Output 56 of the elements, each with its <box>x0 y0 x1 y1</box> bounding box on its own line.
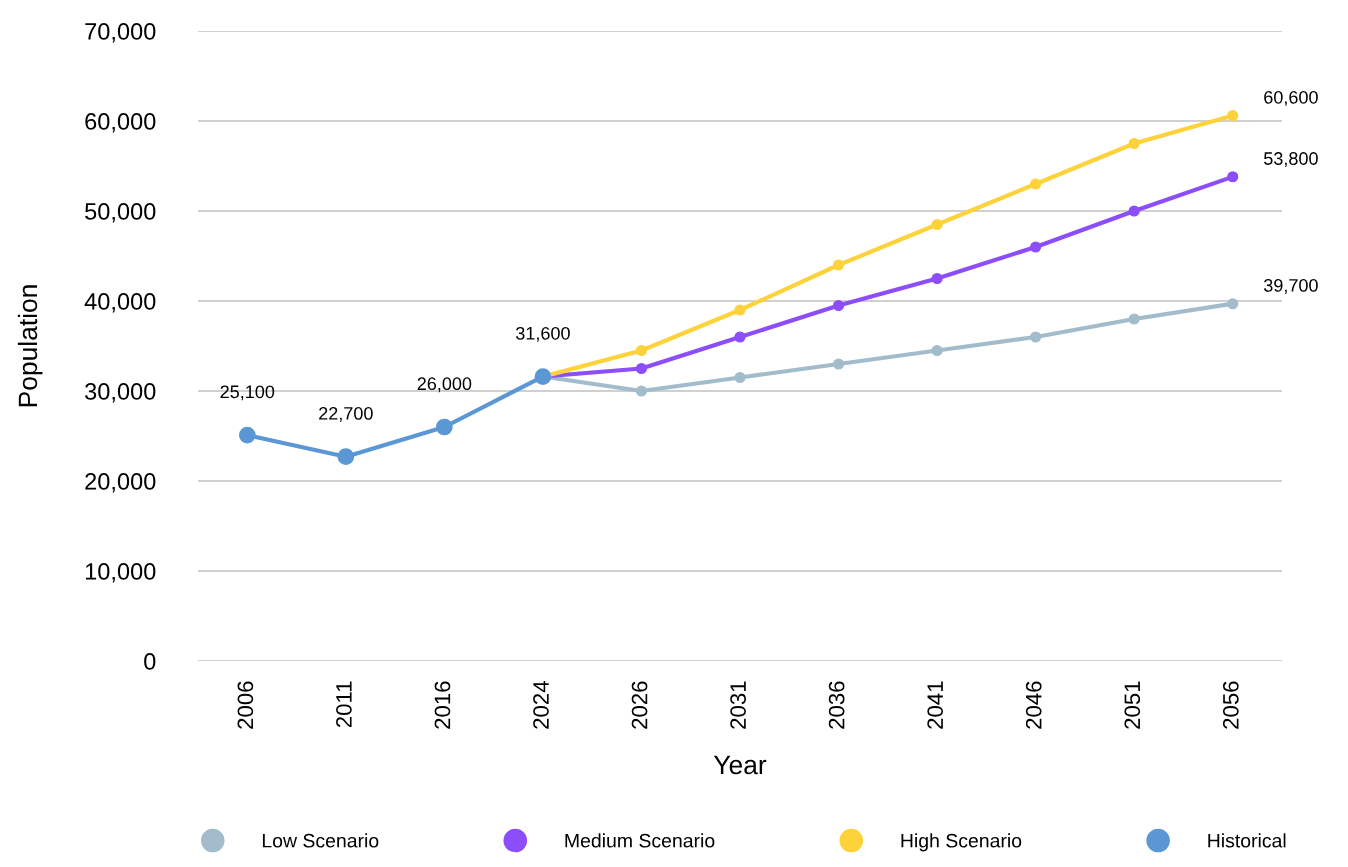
x-tick-label: 2016 <box>434 681 451 729</box>
legend-label: Medium Scenario <box>565 833 715 848</box>
data-label: 53,800 <box>1264 152 1318 168</box>
point <box>1227 298 1239 310</box>
point <box>1030 331 1042 343</box>
data-label: 31,600 <box>515 326 570 342</box>
x-tick-label: 2006 <box>237 681 254 729</box>
x-tick-label: 2036 <box>828 681 845 729</box>
legend-label: Historical <box>1208 833 1286 848</box>
point <box>734 304 746 316</box>
point <box>337 448 355 466</box>
point <box>832 259 845 271</box>
y-tick-label: 20,000 <box>85 473 156 493</box>
point <box>1128 137 1140 150</box>
legend-label: High Scenario <box>901 833 1022 852</box>
y-tick-label: 30,000 <box>85 383 156 403</box>
x-tick-label: 2024 <box>533 681 549 729</box>
point <box>635 362 648 375</box>
point <box>1030 241 1042 253</box>
point <box>1128 313 1140 325</box>
data-label: 60,600 <box>1264 90 1318 106</box>
x-tick-label: 2041 <box>927 681 944 729</box>
point <box>1030 178 1042 190</box>
point <box>238 426 256 444</box>
x-tick-label: 2011 <box>336 681 352 728</box>
point <box>635 344 648 357</box>
y-tick-label: 70,000 <box>85 23 156 43</box>
x-tick-label: 2031 <box>730 681 746 729</box>
point <box>832 299 845 312</box>
point <box>1227 110 1239 122</box>
data-label: 26,000 <box>417 377 472 393</box>
point <box>1227 171 1239 183</box>
point <box>734 331 746 343</box>
y-tick-label: 10,000 <box>85 563 156 583</box>
data-label: 22,700 <box>319 407 373 422</box>
point <box>436 418 453 436</box>
point <box>734 371 746 384</box>
x-tick-label: 2026 <box>631 681 648 729</box>
y-tick-label: 40,000 <box>84 293 156 313</box>
point <box>635 385 648 397</box>
data-label: 39,700 <box>1263 279 1318 294</box>
x-tick-label: 2046 <box>1025 681 1042 729</box>
y-tick-label: 0 <box>144 653 156 670</box>
point <box>931 272 943 285</box>
point <box>1128 205 1140 217</box>
y-axis-title: Population <box>17 285 43 407</box>
point <box>832 358 845 370</box>
x-tick-label: 2051 <box>1124 681 1141 729</box>
point <box>931 344 943 357</box>
point <box>931 218 943 231</box>
x-axis-title: Year <box>713 755 767 775</box>
data-label: 25,100 <box>220 385 275 401</box>
legend-label: Low Scenario <box>262 833 379 848</box>
y-tick-label: 60,000 <box>85 113 156 133</box>
x-tick-label: 2056 <box>1222 681 1239 729</box>
y-tick-label: 50,000 <box>85 203 156 223</box>
